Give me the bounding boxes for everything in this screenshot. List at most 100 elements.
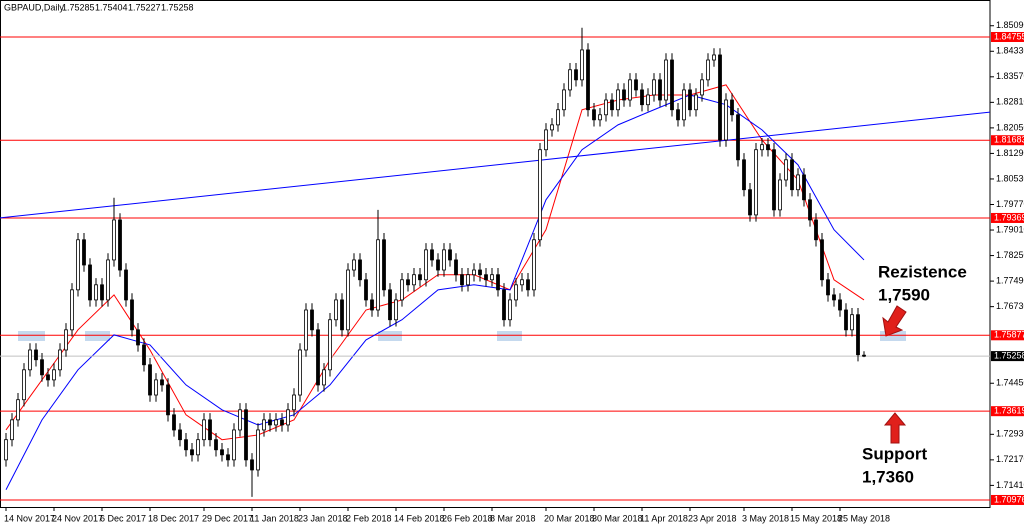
candle-body [814, 219, 818, 241]
candle-body [370, 299, 374, 311]
candle-body [448, 249, 452, 261]
candle-body [310, 309, 314, 331]
candle-body [406, 279, 410, 286]
chart-title: GBPAUD,Daily [4, 2, 64, 12]
candle-body [124, 269, 128, 301]
level-label: 1.84755 [994, 31, 1024, 41]
level-label: 1.79369 [994, 212, 1024, 222]
y-tick-label: 1.85090 [996, 20, 1024, 30]
candle-body [544, 129, 548, 151]
candle-body [754, 149, 758, 216]
candle-body [706, 59, 710, 81]
y-tick-label: 1.82050 [996, 122, 1024, 132]
candle-body [64, 329, 68, 351]
candle-body [358, 259, 362, 281]
candle-body [172, 414, 176, 431]
x-tick-label: 18 Dec 2017 [148, 513, 199, 523]
candle-body [160, 379, 164, 386]
candle-body [598, 114, 602, 121]
candle-body [556, 109, 560, 126]
price-tag [991, 351, 1024, 362]
y-tick-label: 1.79010 [996, 224, 1024, 234]
y-tick-label: 1.83570 [996, 71, 1024, 81]
candle-body [844, 309, 848, 331]
candle-body [730, 99, 734, 116]
candle-body [820, 239, 824, 281]
candle-body [430, 249, 434, 261]
y-tick-label: 1.79770 [996, 199, 1024, 209]
y-tick-label: 1.74450 [996, 378, 1024, 388]
candle-body [682, 89, 686, 121]
candle-body [256, 429, 260, 471]
level-tag [991, 330, 1024, 341]
candle-body [148, 364, 152, 396]
candle-body [832, 294, 836, 301]
candle-body [190, 449, 194, 456]
candle-body [58, 349, 62, 371]
candle-body [262, 419, 266, 431]
candle-body [850, 314, 854, 331]
candle-body [214, 439, 218, 451]
candle-body [532, 239, 536, 291]
candle-body [226, 454, 230, 461]
candle-body [736, 114, 740, 161]
candle-body [436, 259, 440, 271]
candle-body [550, 124, 554, 131]
candle-body [34, 349, 38, 361]
x-tick-label: 30 Mar 2018 [592, 513, 643, 523]
plot-frame [0, 0, 991, 508]
support-arrow [883, 412, 907, 444]
y-tick-label: 1.72170 [996, 454, 1024, 464]
candle-body [796, 174, 800, 191]
candle-body [856, 314, 860, 356]
candle-body [322, 369, 326, 386]
candle-body [766, 144, 770, 151]
candle-body [658, 79, 662, 101]
candle-body [106, 259, 110, 301]
candle-body [490, 274, 494, 281]
candle-body [712, 54, 716, 61]
candle-body [250, 459, 254, 471]
candle-body [748, 189, 752, 216]
candle-body [694, 94, 698, 111]
candle-body [862, 354, 866, 357]
y-tick-label: 1.84330 [996, 46, 1024, 56]
candle-body [178, 429, 182, 441]
candle-body [442, 249, 446, 271]
candle-body [586, 49, 590, 111]
candle-body [286, 409, 290, 426]
candle-body [454, 259, 458, 276]
candle-body [196, 439, 200, 456]
candle-body [400, 279, 404, 301]
header-open: 1.75285 [62, 2, 95, 12]
candle-body [40, 359, 44, 376]
zone-box [85, 331, 110, 341]
candle-body [76, 239, 80, 291]
candle-body [646, 94, 650, 106]
candle-body [280, 419, 284, 426]
zones [18, 331, 906, 341]
y-tick-label: 1.77490 [996, 275, 1024, 285]
candle-body [352, 259, 356, 271]
candle-body [790, 159, 794, 191]
x-tick-label: 6 Dec 2017 [100, 513, 146, 523]
candle-body [502, 289, 506, 321]
candle-body [274, 419, 278, 426]
level-tag [991, 31, 1024, 42]
candle-body [52, 369, 56, 381]
candle-body [304, 309, 308, 351]
candle-body [526, 279, 530, 291]
header-low: 1.75227 [128, 2, 161, 12]
candle-body [652, 79, 656, 96]
candle-body [742, 159, 746, 191]
candle-body [70, 289, 74, 331]
candle-body [724, 99, 728, 141]
level-tag [991, 135, 1024, 146]
candle-body [388, 289, 392, 321]
annotation: 1,7360 [862, 467, 914, 486]
x-tick-label: 29 Dec 2017 [202, 513, 253, 523]
candle-body [142, 344, 146, 366]
candle-body [760, 144, 764, 151]
candle-body [634, 79, 638, 91]
